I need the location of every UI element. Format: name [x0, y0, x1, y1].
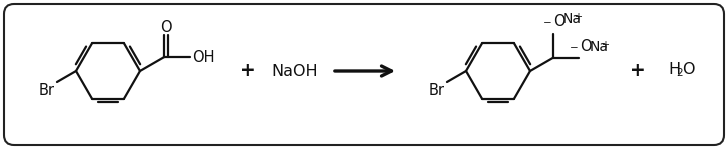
Text: +: +: [630, 62, 646, 80]
Text: O: O: [682, 62, 695, 77]
Text: −: −: [543, 18, 552, 28]
Text: Br: Br: [429, 83, 445, 98]
Text: +: +: [601, 40, 609, 50]
Text: O: O: [160, 21, 172, 35]
Text: −: −: [570, 43, 579, 53]
Text: NaOH: NaOH: [272, 63, 318, 79]
Text: H: H: [668, 62, 680, 77]
Text: O: O: [553, 14, 565, 29]
Text: OH: OH: [192, 49, 215, 65]
FancyBboxPatch shape: [4, 4, 724, 145]
Text: +: +: [574, 12, 582, 22]
Text: Br: Br: [39, 83, 55, 98]
Text: Na: Na: [590, 40, 609, 54]
Text: O: O: [580, 39, 592, 54]
Text: 2: 2: [676, 68, 683, 78]
Text: Na: Na: [563, 12, 582, 26]
Text: +: +: [240, 62, 256, 80]
